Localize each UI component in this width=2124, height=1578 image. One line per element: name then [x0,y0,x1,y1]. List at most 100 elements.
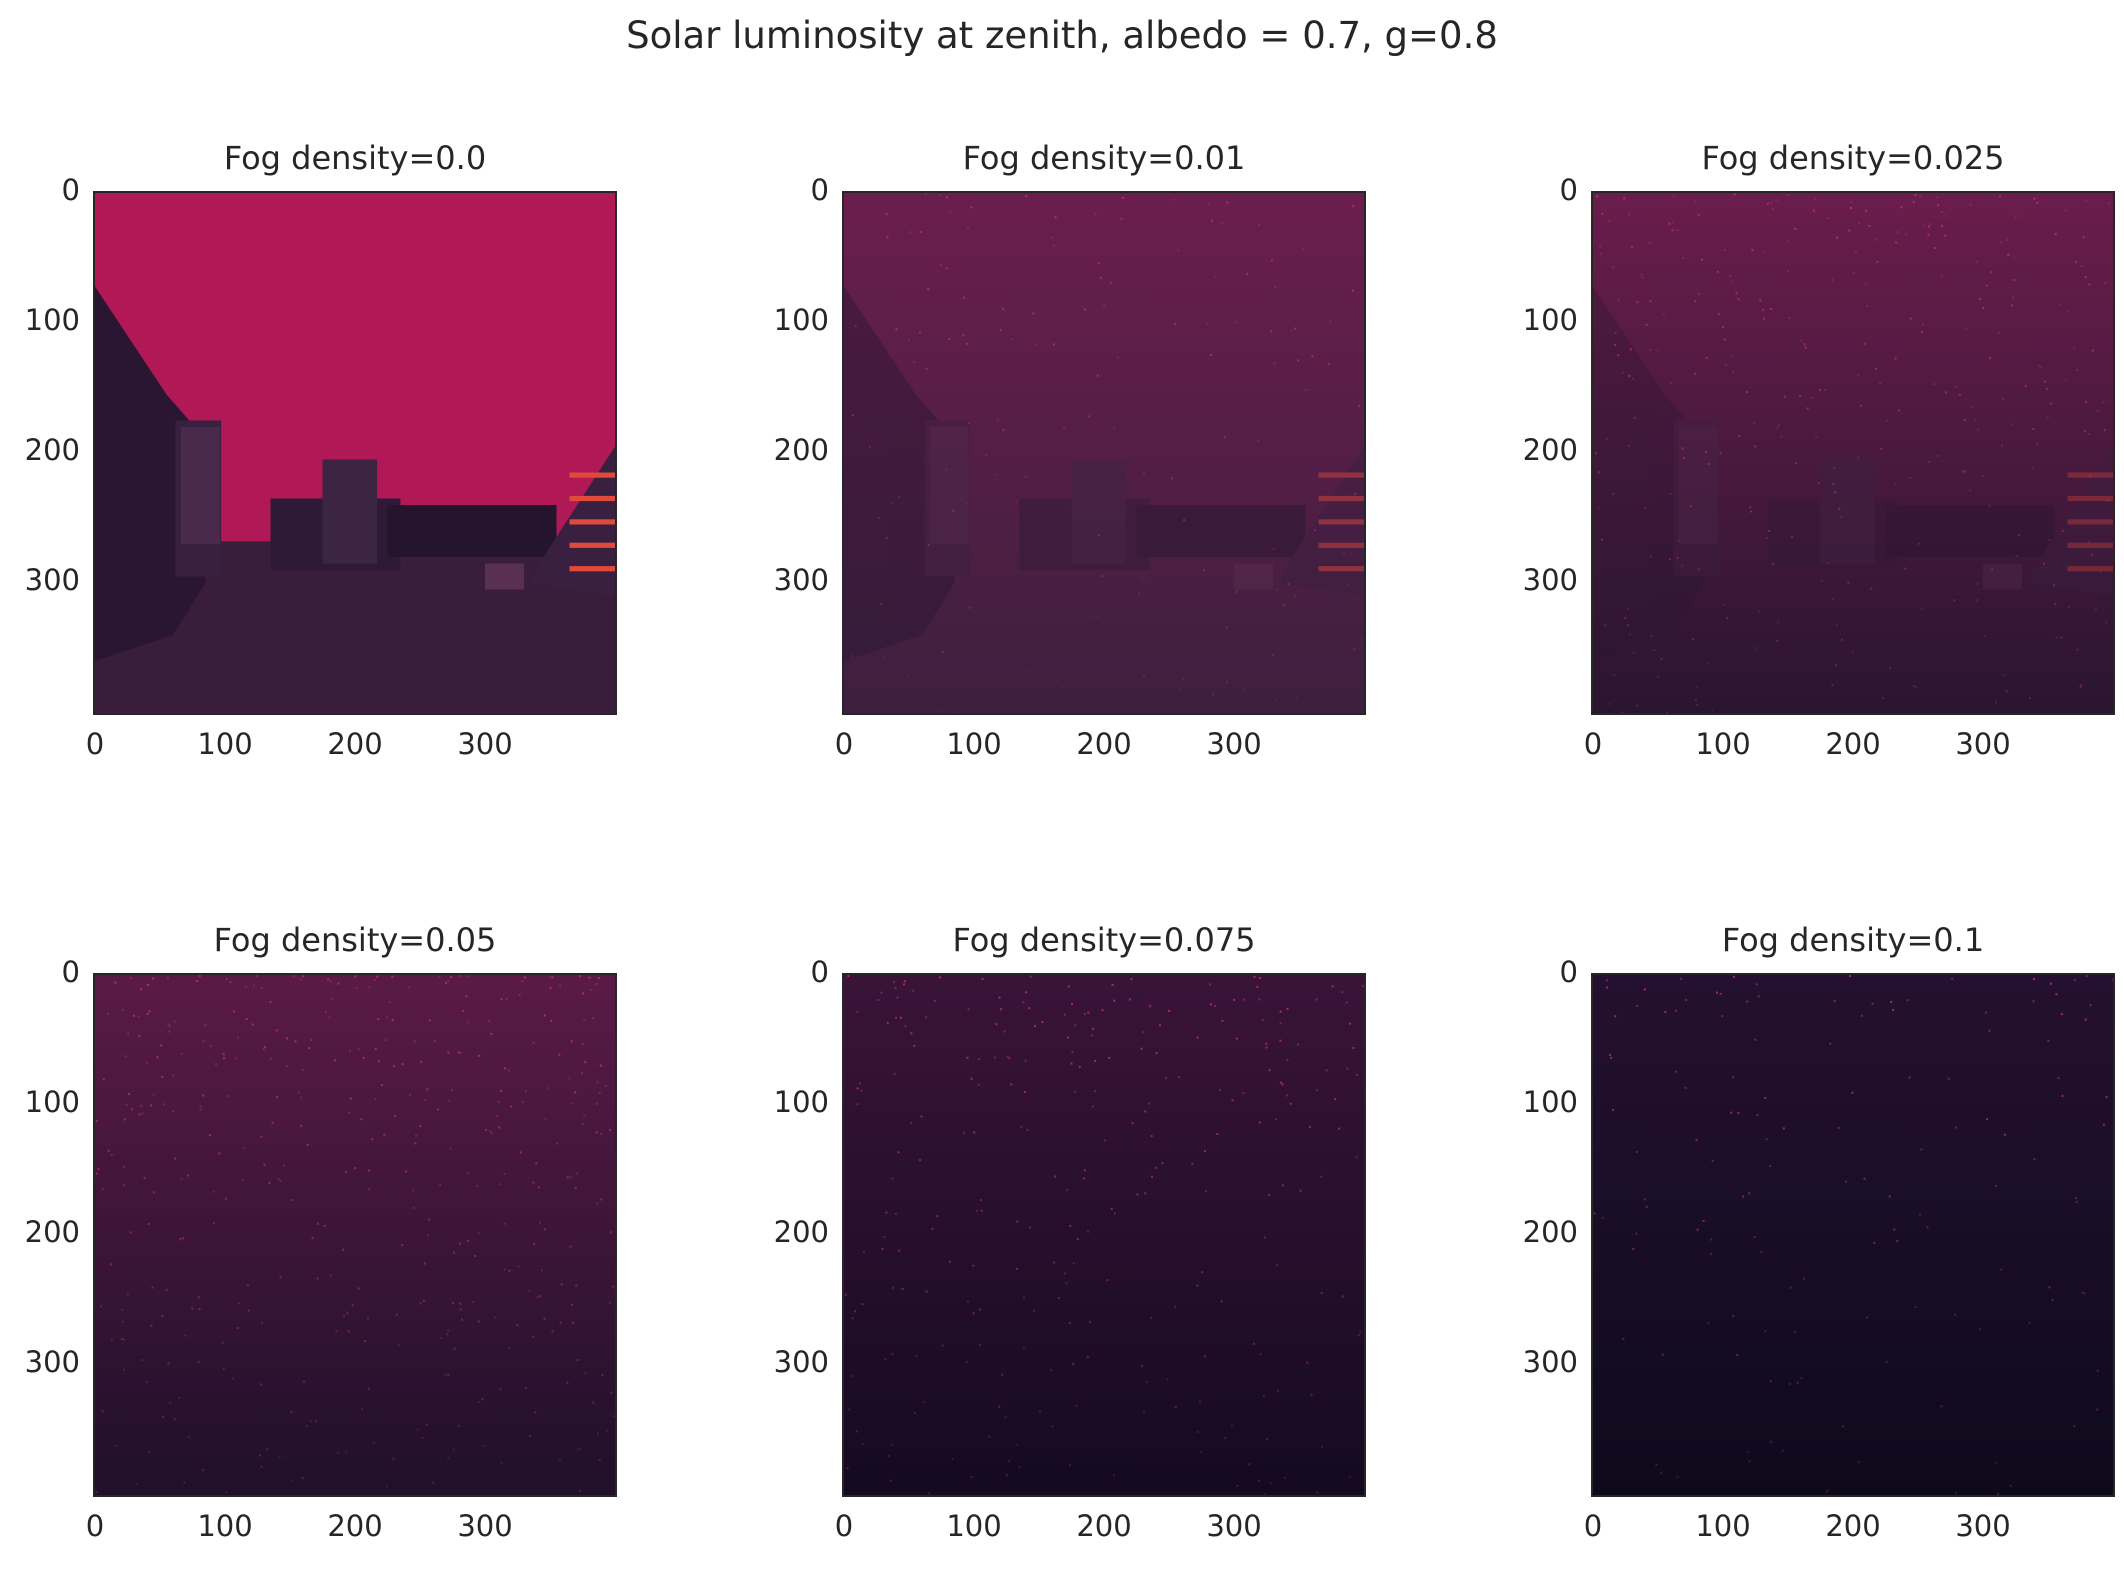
speckle [1204,1355,1207,1358]
speckle [1702,1219,1705,1222]
y-tick-label: 100 [24,303,80,337]
speckle [1052,244,1055,247]
speckle [955,711,958,713]
speckle [120,1337,123,1340]
speckle [1290,329,1293,332]
right-window-stripe [569,495,615,502]
speckle [939,194,942,197]
speckle [533,1242,536,1245]
speckle [1629,348,1632,351]
speckle [904,1025,907,1028]
speckle [1721,325,1724,328]
speckle [1224,1437,1227,1440]
speckle [1174,1305,1177,1308]
speckle [1091,1105,1094,1108]
speckle [1094,1090,1097,1093]
speckle [494,1316,497,1319]
speckle [1988,505,1991,508]
speckle [1002,307,1005,310]
speckle [2111,978,2113,981]
speckle [1095,615,1098,618]
speckle [507,1069,510,1072]
panel-0 [93,191,617,715]
speckle [1210,353,1213,356]
speckle [474,1254,477,1257]
speckle [566,1381,569,1384]
speckle [2074,1197,2077,1200]
speckle [1265,1046,1268,1049]
speckle [508,1269,511,1272]
speckle [160,1044,163,1047]
speckle [2011,423,2014,426]
speckle [2079,686,2082,689]
speckle [266,1448,269,1451]
speckle [847,1408,850,1411]
y-tick-label: 200 [773,433,829,467]
speckle [439,1184,442,1187]
speckle [226,1095,229,1098]
speckle [851,414,854,417]
speckle [522,1101,525,1104]
speckle [393,1065,396,1068]
speckle [1057,1296,1060,1299]
speckle [1670,382,1673,385]
speckle [1253,1342,1256,1345]
speckle [1007,1460,1010,1463]
speckle [924,193,927,196]
speckle [1775,639,1778,642]
speckle [869,445,872,448]
speckle [1837,1126,1840,1129]
speckle [528,1289,531,1292]
speckle [1177,249,1180,252]
speckle [1664,1010,1667,1013]
speckle [2000,1268,2003,1271]
speckle [260,1321,263,1324]
speckle [457,1424,460,1427]
speckle [1347,584,1350,587]
trees [387,505,557,557]
speckle [571,1321,574,1324]
speckle [1353,648,1356,651]
speckle [422,1299,425,1302]
speckle [1321,1445,1324,1448]
speckle [970,1476,973,1479]
x-tick-label: 300 [457,1509,513,1543]
speckle [2006,690,2009,693]
y-tick-label: 200 [1522,433,1578,467]
speckle [1259,1353,1262,1356]
speckle [1258,1121,1261,1124]
speckle [1003,1030,1006,1033]
speckle [1083,1169,1086,1172]
speckle [1196,1430,1199,1433]
speckle [101,1410,104,1413]
speckle [1914,193,1917,196]
speckle [467,1021,470,1024]
speckle [846,1467,849,1470]
speckle [1090,1034,1093,1037]
speckle [2032,467,2035,470]
speckle [1912,201,1915,204]
speckle [1927,225,1930,228]
speckle [1750,510,1753,513]
speckle [354,975,357,978]
speckle [392,1457,395,1460]
speckle [2082,519,2085,522]
speckle [1072,1262,1075,1265]
speckle [1863,342,1866,345]
speckle [412,1206,415,1209]
speckle [1751,248,1754,251]
speckle [2085,401,2088,404]
speckle [167,1362,170,1365]
speckle [297,1091,300,1094]
speckle [1738,435,1741,438]
speckle [1299,1189,1302,1192]
speckle [1355,1073,1358,1076]
speckle [1697,292,1700,295]
speckle [1796,1381,1799,1384]
speckle [500,998,503,1001]
speckle [1933,383,1936,386]
speckle [415,1134,418,1137]
speckle [1803,343,1806,346]
speckle [1904,567,1907,570]
x-tick-label: 300 [1206,727,1262,761]
